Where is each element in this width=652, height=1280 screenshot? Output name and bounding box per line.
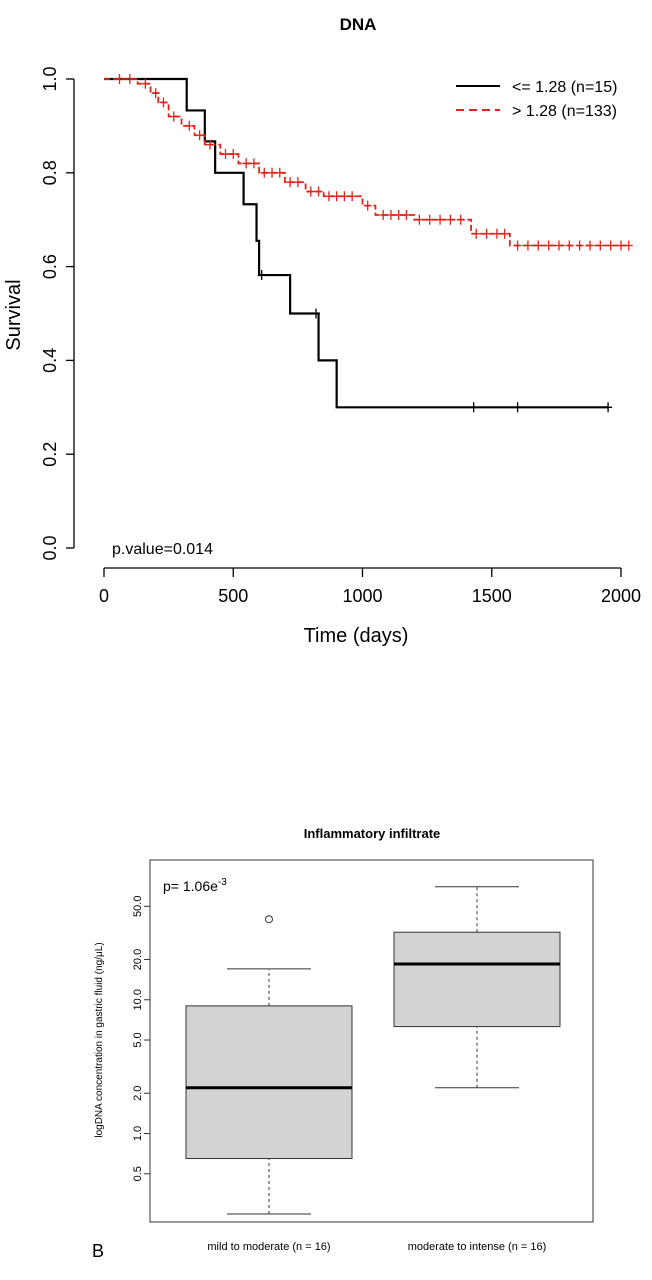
p-value-annotation: p= 1.06e-3 (163, 877, 227, 894)
censor-mark (469, 402, 478, 413)
legend-label-1: > 1.28 (n=133) (512, 103, 617, 120)
censor-mark (565, 240, 574, 251)
censor-mark (585, 240, 594, 251)
censor-mark (115, 74, 124, 84)
censor-mark (275, 167, 284, 178)
censor-mark (544, 240, 553, 251)
survival-chart: DNA Time (days) Survival p.value=0.014 A… (3, 15, 641, 700)
censor-mark (221, 149, 230, 160)
censor-mark (242, 158, 251, 169)
censor-mark (286, 177, 295, 188)
censor-mark (306, 186, 315, 197)
box-0 (185, 1005, 353, 1160)
censor-mark (534, 240, 543, 251)
censor-mark (169, 111, 178, 122)
censor-mark (513, 402, 522, 413)
censor-mark (363, 200, 372, 211)
censor-mark (151, 88, 160, 99)
censor-mark (482, 228, 491, 239)
y-tick-label: 0.2 (40, 442, 60, 467)
censor-mark (324, 191, 333, 202)
y-tick-label: 5.0 (132, 1032, 144, 1047)
censor-mark (596, 240, 605, 251)
y-tick-label: 1.0 (132, 1126, 144, 1141)
censor-mark (185, 120, 194, 131)
censor-mark (249, 158, 258, 169)
chart-title: DNA (340, 15, 377, 34)
censor-mark (257, 270, 266, 281)
censor-mark (386, 210, 395, 221)
censor-mark (205, 139, 214, 150)
censor-mark (523, 240, 532, 251)
y-tick-label: 0.0 (40, 535, 60, 560)
y-axis-label: Survival (3, 279, 25, 350)
outlier-point (265, 915, 273, 924)
panel-label-b: B (92, 1241, 104, 1261)
y-tick-label: 2.0 (132, 1086, 144, 1101)
x-tick-label: 2000 (601, 586, 641, 606)
censor-mark (513, 240, 522, 251)
y-tick-label: 1.0 (40, 66, 60, 91)
censor-mark (624, 240, 633, 251)
p-value-annotation: p.value=0.014 (112, 541, 213, 558)
censor-mark (195, 130, 204, 141)
chart-title: Inflammatory infiltrate (304, 826, 441, 841)
censor-mark (159, 97, 168, 108)
box-1 (393, 931, 561, 1028)
x-category-label: moderate to intense (n = 16) (408, 1241, 547, 1253)
x-tick-label: 1500 (472, 586, 512, 606)
censor-mark (425, 214, 434, 225)
censor-mark (394, 210, 403, 221)
censor-mark (268, 167, 277, 178)
censor-mark (456, 214, 465, 225)
censor-mark (575, 240, 584, 251)
panel-label-a: A (62, 698, 76, 700)
censor-mark (260, 167, 269, 178)
legend-label-0: <= 1.28 (n=15) (512, 79, 617, 96)
y-tick-label: 0.6 (40, 254, 60, 279)
censor-mark (314, 186, 323, 197)
censor-mark (379, 210, 388, 221)
censor-mark (472, 228, 481, 239)
censor-mark (606, 240, 615, 251)
x-tick-label: 500 (218, 586, 248, 606)
censor-mark (340, 191, 349, 202)
censor-mark (141, 78, 150, 89)
censor-mark (500, 228, 509, 239)
plot-frame (149, 859, 594, 1223)
censor-mark (604, 402, 613, 413)
y-tick-label: 0.4 (40, 348, 60, 373)
censor-mark (311, 308, 320, 319)
y-tick-label: 10.0 (132, 989, 144, 1010)
censor-mark (436, 214, 445, 225)
y-tick-label: 0.8 (40, 160, 60, 185)
y-tick-label: 0.5 (132, 1166, 144, 1181)
y-tick-label: 20.0 (132, 949, 144, 970)
censor-mark (415, 214, 424, 225)
censor-mark (554, 240, 563, 251)
x-axis-label: Time (days) (304, 625, 409, 647)
censor-mark (332, 191, 341, 202)
x-tick-label: 1000 (342, 586, 382, 606)
x-category-label: mild to moderate (n = 16) (207, 1241, 330, 1253)
censor-mark (402, 210, 411, 221)
censor-mark (446, 214, 455, 225)
y-axis-label: logDNA concentration in gastric fluid (n… (94, 942, 105, 1137)
censor-mark (229, 149, 238, 160)
series-line-0 (104, 77, 609, 409)
censor-mark (348, 191, 357, 202)
censor-mark (617, 240, 625, 251)
censor-mark (293, 177, 302, 188)
censor-mark (492, 228, 501, 239)
x-tick-label: 0 (99, 586, 109, 606)
censor-mark (125, 74, 134, 84)
y-tick-label: 50.0 (132, 896, 144, 917)
